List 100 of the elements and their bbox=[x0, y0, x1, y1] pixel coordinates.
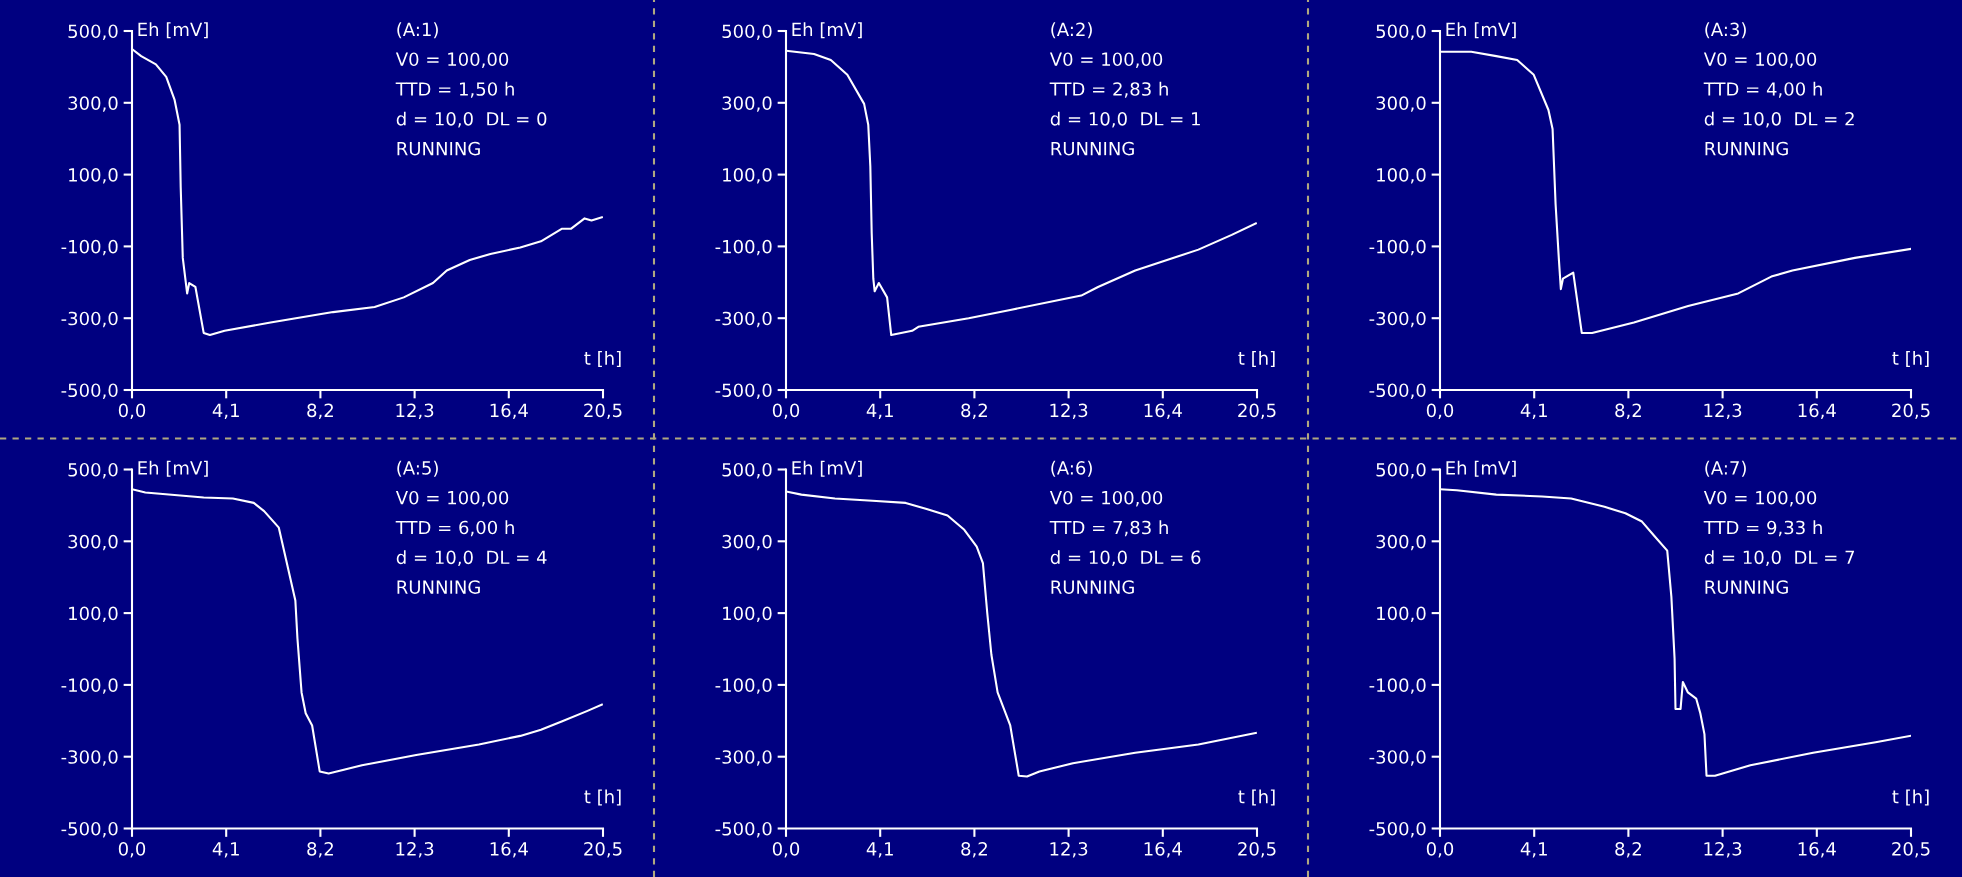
y-tick-label: 300,0 bbox=[722, 534, 772, 551]
x-tick-label: 20,5 bbox=[1892, 842, 1930, 858]
x-tick-label: 16,4 bbox=[1798, 403, 1836, 420]
x-tick-label: 20,5 bbox=[1892, 403, 1930, 420]
x-tick-label: 12,3 bbox=[1704, 403, 1742, 420]
x-tick-label: 20,5 bbox=[584, 403, 622, 420]
annotation: V0 = 100,00 bbox=[1703, 490, 1817, 507]
annotation: V0 = 100,00 bbox=[1703, 52, 1817, 68]
y-tick-label: -300,0 bbox=[715, 311, 772, 328]
y-tick-label: 500,0 bbox=[1376, 24, 1426, 40]
annotation: V0 = 100,00 bbox=[395, 490, 509, 507]
y-axis-title: Eh [mV] bbox=[792, 22, 862, 39]
y-tick-label: 100,0 bbox=[1377, 168, 1426, 184]
y-tick-label: 500,0 bbox=[722, 462, 772, 479]
y-tick-label: 500,0 bbox=[68, 462, 118, 479]
annotation: TTD = 2,83 h bbox=[1049, 81, 1168, 98]
y-tick-label: 500,0 bbox=[68, 24, 118, 40]
y-tick-label: 100,0 bbox=[69, 606, 118, 623]
y-axis-title: Eh [mV] bbox=[792, 460, 862, 477]
y-tick-label: 300,0 bbox=[68, 96, 118, 112]
x-tick-label: 4,1 bbox=[866, 403, 893, 420]
annotation: d = 10,0 DL = 6 bbox=[1050, 550, 1201, 566]
annotation: RUNNING bbox=[397, 141, 480, 156]
x-tick-label: 4,1 bbox=[212, 842, 239, 858]
annotation: RUNNING bbox=[1705, 580, 1788, 594]
annotation: TTD = 1,50 h bbox=[395, 81, 514, 98]
x-tick-label: 12,3 bbox=[396, 403, 434, 420]
annotation: TTD = 4,00 h bbox=[1703, 81, 1822, 98]
y-tick-label: 300,0 bbox=[1376, 96, 1426, 112]
x-axis-title: t [h] bbox=[1892, 789, 1929, 806]
annotation: V0 = 100,00 bbox=[395, 52, 509, 68]
y-tick-label: 100,0 bbox=[1377, 606, 1426, 623]
y-tick-label: 300,0 bbox=[1376, 534, 1426, 551]
annotation: RUNNING bbox=[397, 580, 480, 594]
x-tick-label: 12,3 bbox=[396, 842, 434, 858]
x-tick-label: 16,4 bbox=[490, 842, 528, 858]
chart-title: (A:1) bbox=[397, 22, 438, 39]
annotation: V0 = 100,00 bbox=[1049, 52, 1163, 68]
y-tick-label: -100,0 bbox=[61, 678, 118, 694]
x-tick-label: 12,3 bbox=[1050, 403, 1088, 420]
y-axis-title: Eh [mV] bbox=[1446, 22, 1516, 39]
x-tick-label: 16,4 bbox=[1144, 403, 1182, 420]
y-tick-label: -100,0 bbox=[715, 678, 772, 694]
y-tick-label: 500,0 bbox=[722, 24, 772, 40]
chart-title: (A:6) bbox=[1051, 460, 1092, 477]
x-tick-label: 20,5 bbox=[1238, 842, 1276, 858]
y-tick-label: -500,0 bbox=[61, 821, 118, 838]
chart-title: (A:2) bbox=[1051, 22, 1092, 39]
annotation: RUNNING bbox=[1051, 141, 1134, 156]
x-tick-label: 8,2 bbox=[1615, 403, 1641, 420]
annotation: d = 10,0 DL = 0 bbox=[396, 111, 547, 128]
x-tick-label: 0,0 bbox=[1426, 403, 1454, 420]
x-tick-label: 0,0 bbox=[772, 842, 800, 858]
x-tick-label: 8,2 bbox=[961, 842, 987, 858]
x-tick-label: 16,4 bbox=[490, 403, 528, 420]
y-tick-label: -300,0 bbox=[1369, 311, 1426, 328]
chart-title: (A:7) bbox=[1705, 460, 1746, 477]
y-tick-label: -100,0 bbox=[61, 239, 118, 256]
x-tick-label: 0,0 bbox=[772, 403, 800, 420]
x-tick-label: 4,1 bbox=[866, 842, 893, 858]
annotation: TTD = 9,33 h bbox=[1703, 520, 1822, 537]
annotation: RUNNING bbox=[1705, 141, 1788, 156]
annotation: TTD = 6,00 h bbox=[395, 520, 514, 537]
x-axis-title: t [h] bbox=[1238, 350, 1275, 368]
x-tick-label: 16,4 bbox=[1798, 842, 1836, 858]
chart-title: (A:3) bbox=[1705, 22, 1746, 39]
x-axis-title: t [h] bbox=[584, 350, 621, 368]
x-tick-label: 12,3 bbox=[1050, 842, 1088, 858]
y-tick-label: -500,0 bbox=[61, 383, 118, 399]
x-tick-label: 0,0 bbox=[1426, 842, 1454, 858]
x-tick-label: 0,0 bbox=[118, 842, 146, 858]
y-tick-label: -300,0 bbox=[61, 750, 118, 766]
y-tick-label: 300,0 bbox=[68, 534, 118, 551]
x-tick-label: 8,2 bbox=[961, 403, 987, 420]
annotation: d = 10,0 DL = 2 bbox=[1704, 111, 1854, 128]
annotation: d = 10,0 DL = 4 bbox=[396, 550, 547, 566]
x-tick-label: 8,2 bbox=[1615, 842, 1641, 858]
y-tick-label: 300,0 bbox=[722, 96, 772, 112]
y-tick-label: -100,0 bbox=[1369, 678, 1426, 694]
x-tick-label: 20,5 bbox=[1238, 403, 1276, 420]
y-tick-label: -100,0 bbox=[1369, 239, 1426, 256]
y-axis-title: Eh [mV] bbox=[138, 460, 208, 477]
x-tick-label: 8,2 bbox=[307, 403, 333, 420]
x-tick-label: 20,5 bbox=[584, 842, 622, 858]
annotation: TTD = 7,83 h bbox=[1049, 520, 1168, 537]
y-tick-label: -500,0 bbox=[715, 383, 772, 399]
x-tick-label: 12,3 bbox=[1704, 842, 1742, 858]
y-tick-label: -500,0 bbox=[1369, 383, 1426, 399]
x-tick-label: 4,1 bbox=[1520, 842, 1547, 858]
y-tick-label: -100,0 bbox=[715, 239, 772, 256]
y-axis-title: Eh [mV] bbox=[1446, 460, 1516, 477]
annotation: d = 10,0 DL = 1 bbox=[1050, 111, 1200, 128]
x-tick-label: 4,1 bbox=[212, 403, 239, 420]
x-axis-title: t [h] bbox=[584, 789, 621, 806]
x-tick-label: 4,1 bbox=[1520, 403, 1547, 420]
annotation: V0 = 100,00 bbox=[1049, 490, 1163, 507]
y-tick-label: 100,0 bbox=[723, 168, 772, 184]
annotation: d = 10,0 DL = 7 bbox=[1704, 550, 1855, 566]
x-tick-label: 8,2 bbox=[307, 842, 333, 858]
y-axis-title: Eh [mV] bbox=[138, 22, 208, 39]
